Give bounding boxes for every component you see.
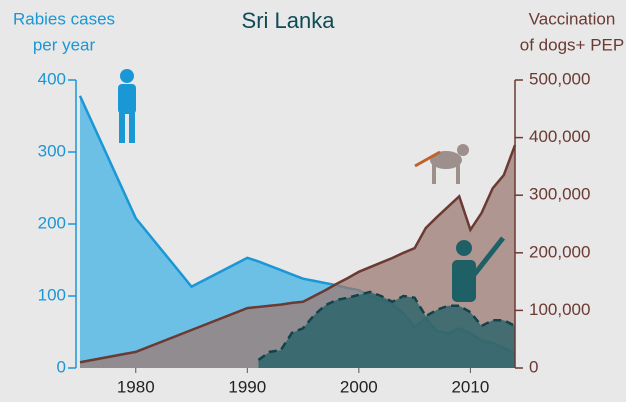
y-tick-label: 300 (38, 141, 66, 160)
y2-tick-label: 0 (529, 357, 538, 376)
y2-tick-label: 200,000 (529, 242, 590, 261)
x-tick-label: 1980 (117, 377, 155, 396)
y-axis-label: per year (33, 35, 96, 54)
y-tick-label: 100 (38, 285, 66, 304)
y2-tick-label: 500,000 (529, 69, 590, 88)
y-tick-label: 0 (57, 357, 66, 376)
chart: Sri Lanka Rabies cases per year Vaccinat… (0, 0, 626, 402)
y-tick-label: 200 (38, 213, 66, 232)
y-tick-label: 400 (38, 69, 66, 88)
chart-title: Sri Lanka (242, 8, 336, 33)
y2-tick-label: 100,000 (529, 300, 590, 319)
y2-tick-label: 400,000 (529, 127, 590, 146)
x-tick-label: 2010 (451, 377, 489, 396)
x-tick-label: 1990 (228, 377, 266, 396)
y2-axis-label: of dogs+ PEP (520, 35, 624, 54)
y-axis-label: Rabies cases (13, 9, 115, 28)
dog-icon (415, 144, 469, 184)
boy-icon (118, 69, 136, 143)
y2-axis-label: Vaccination (529, 9, 616, 28)
x-tick-label: 2000 (340, 377, 378, 396)
y2-tick-label: 300,000 (529, 185, 590, 204)
